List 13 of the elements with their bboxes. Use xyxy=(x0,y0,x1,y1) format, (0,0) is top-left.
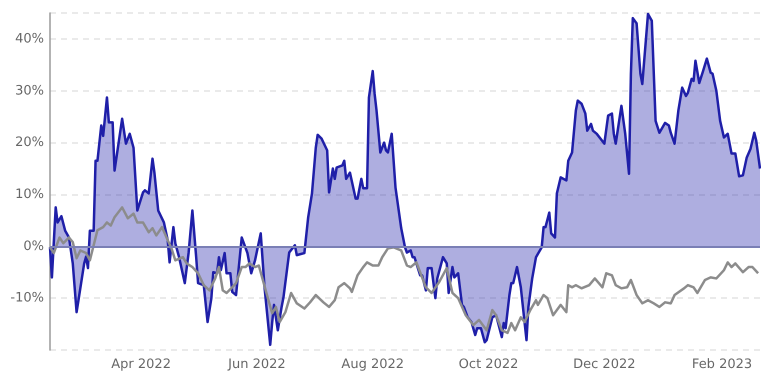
x-tick-label: Aug 2022 xyxy=(341,357,404,372)
y-tick-label: -10% xyxy=(10,290,44,306)
x-tick-label: Jun 2022 xyxy=(227,357,286,372)
y-tick-label: 10% xyxy=(15,186,44,202)
y-tick-label: 40% xyxy=(15,31,44,46)
x-tick-label: Feb 2023 xyxy=(692,357,752,372)
line-series xyxy=(48,206,760,334)
y-tick-label: 0% xyxy=(23,238,44,254)
x-tick-label: Oct 2022 xyxy=(458,357,518,372)
x-tick-label: Apr 2022 xyxy=(111,357,171,372)
x-tick-label: Dec 2022 xyxy=(573,357,636,372)
y-tick-label: 30% xyxy=(15,83,44,98)
y-tick-label: 20% xyxy=(15,135,44,150)
